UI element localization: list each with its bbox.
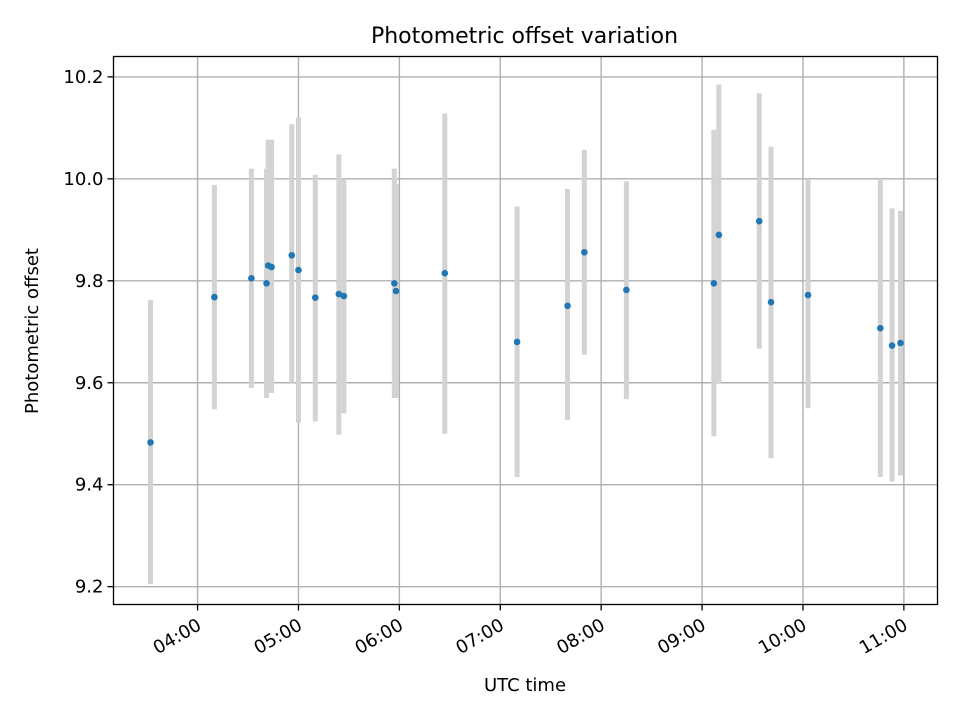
data-point	[392, 287, 400, 295]
y-axis: 9.2 9.4 9.6 9.8 10.0 10.2	[63, 67, 114, 598]
data-point	[335, 290, 343, 298]
data-point	[391, 280, 398, 287]
data-point	[268, 263, 275, 271]
data-point	[311, 294, 319, 301]
data-point	[877, 324, 884, 332]
data-point	[295, 266, 302, 274]
x-tick-label: 06:00	[351, 615, 406, 659]
y-tick-label: 10.0	[63, 169, 103, 190]
data-point	[755, 217, 763, 225]
data-point	[211, 293, 218, 301]
y-tick-label: 9.2	[75, 577, 104, 598]
error-bars	[147, 84, 904, 585]
x-axis-label: UTC time	[484, 675, 566, 696]
data-point	[513, 338, 521, 346]
y-tick-label: 9.8	[75, 271, 104, 292]
data-point	[623, 286, 630, 294]
chart-title: Photometric offset variation	[371, 24, 678, 49]
y-axis-label: Photometric offset	[22, 248, 43, 414]
data-point	[147, 439, 154, 446]
data-point	[804, 291, 812, 299]
grid	[113, 56, 938, 605]
data-points	[147, 217, 904, 446]
y-tick-label: 9.4	[75, 475, 104, 496]
y-tick-label: 9.6	[75, 373, 104, 394]
x-tick-label: 08:00	[553, 615, 608, 659]
data-point	[715, 231, 723, 239]
data-point	[897, 339, 904, 347]
data-point	[441, 269, 449, 277]
x-tick-label: 09:00	[654, 615, 709, 659]
data-point	[767, 298, 775, 306]
data-point	[263, 280, 270, 287]
x-tick-label: 04:00	[150, 615, 205, 659]
x-axis: 04:00 05:00 06:00 07:00 08:00 09:00 10:00 11:00	[150, 604, 911, 659]
data-point	[581, 248, 588, 256]
x-tick-label: 10:00	[755, 615, 810, 659]
plot-frame	[112, 55, 939, 606]
x-tick-label: 05:00	[251, 615, 306, 659]
data-point	[710, 280, 718, 287]
data-point	[340, 292, 348, 300]
data-point	[564, 302, 571, 310]
data-point	[888, 342, 896, 349]
x-tick-label: 07:00	[452, 615, 507, 659]
x-tick-label: 11:00	[856, 615, 911, 659]
data-point	[288, 252, 296, 259]
data-point	[248, 274, 255, 282]
y-tick-label: 10.2	[63, 67, 103, 88]
